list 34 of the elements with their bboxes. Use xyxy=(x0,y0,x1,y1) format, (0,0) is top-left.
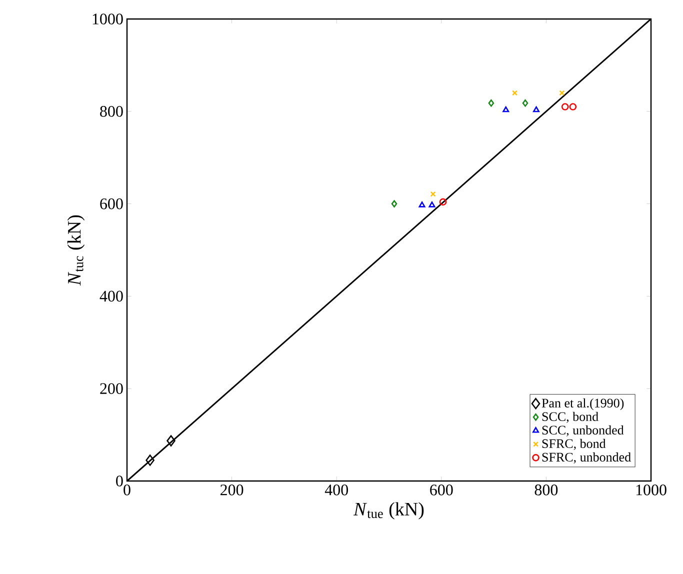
y-tick-label: 1000 xyxy=(92,14,123,24)
legend-label: SCC, unbonded xyxy=(542,425,624,436)
x-tick-label: 0 xyxy=(124,484,130,496)
point xyxy=(146,454,154,466)
point xyxy=(488,99,494,107)
y-tick-label: 600 xyxy=(100,198,123,210)
y-tick-label: 800 xyxy=(100,106,123,117)
legend-label: SCC, bond xyxy=(542,412,598,423)
point xyxy=(391,200,398,208)
y-axis-title: N$_{tuc}$ (kN) xyxy=(67,215,85,286)
point xyxy=(430,191,436,197)
point xyxy=(439,198,447,206)
point xyxy=(522,99,528,107)
x-tick-label: 1000 xyxy=(636,484,666,496)
point xyxy=(561,103,569,110)
x-tick-label: 600 xyxy=(430,484,453,496)
x-tick-label: 400 xyxy=(324,484,348,496)
legend-label: Pan et al.(1990) xyxy=(542,398,624,410)
y-tick-label: 0 xyxy=(116,476,123,486)
y-tick-label: 200 xyxy=(100,383,123,394)
x-axis-title: N$_{tue}$ (kN) xyxy=(353,502,424,520)
legend-label: SFRC, unbonded xyxy=(542,452,631,464)
point xyxy=(428,202,436,208)
point xyxy=(166,435,176,446)
point xyxy=(502,106,510,112)
x-tick-label: 800 xyxy=(534,484,558,496)
x-tick-label: 200 xyxy=(220,484,244,496)
point xyxy=(512,90,518,96)
point xyxy=(559,90,565,96)
point xyxy=(418,202,426,208)
point xyxy=(569,103,577,110)
legend-label: SFRC, bond xyxy=(542,438,606,450)
y-tick-label: 400 xyxy=(100,290,123,302)
point xyxy=(533,106,540,112)
